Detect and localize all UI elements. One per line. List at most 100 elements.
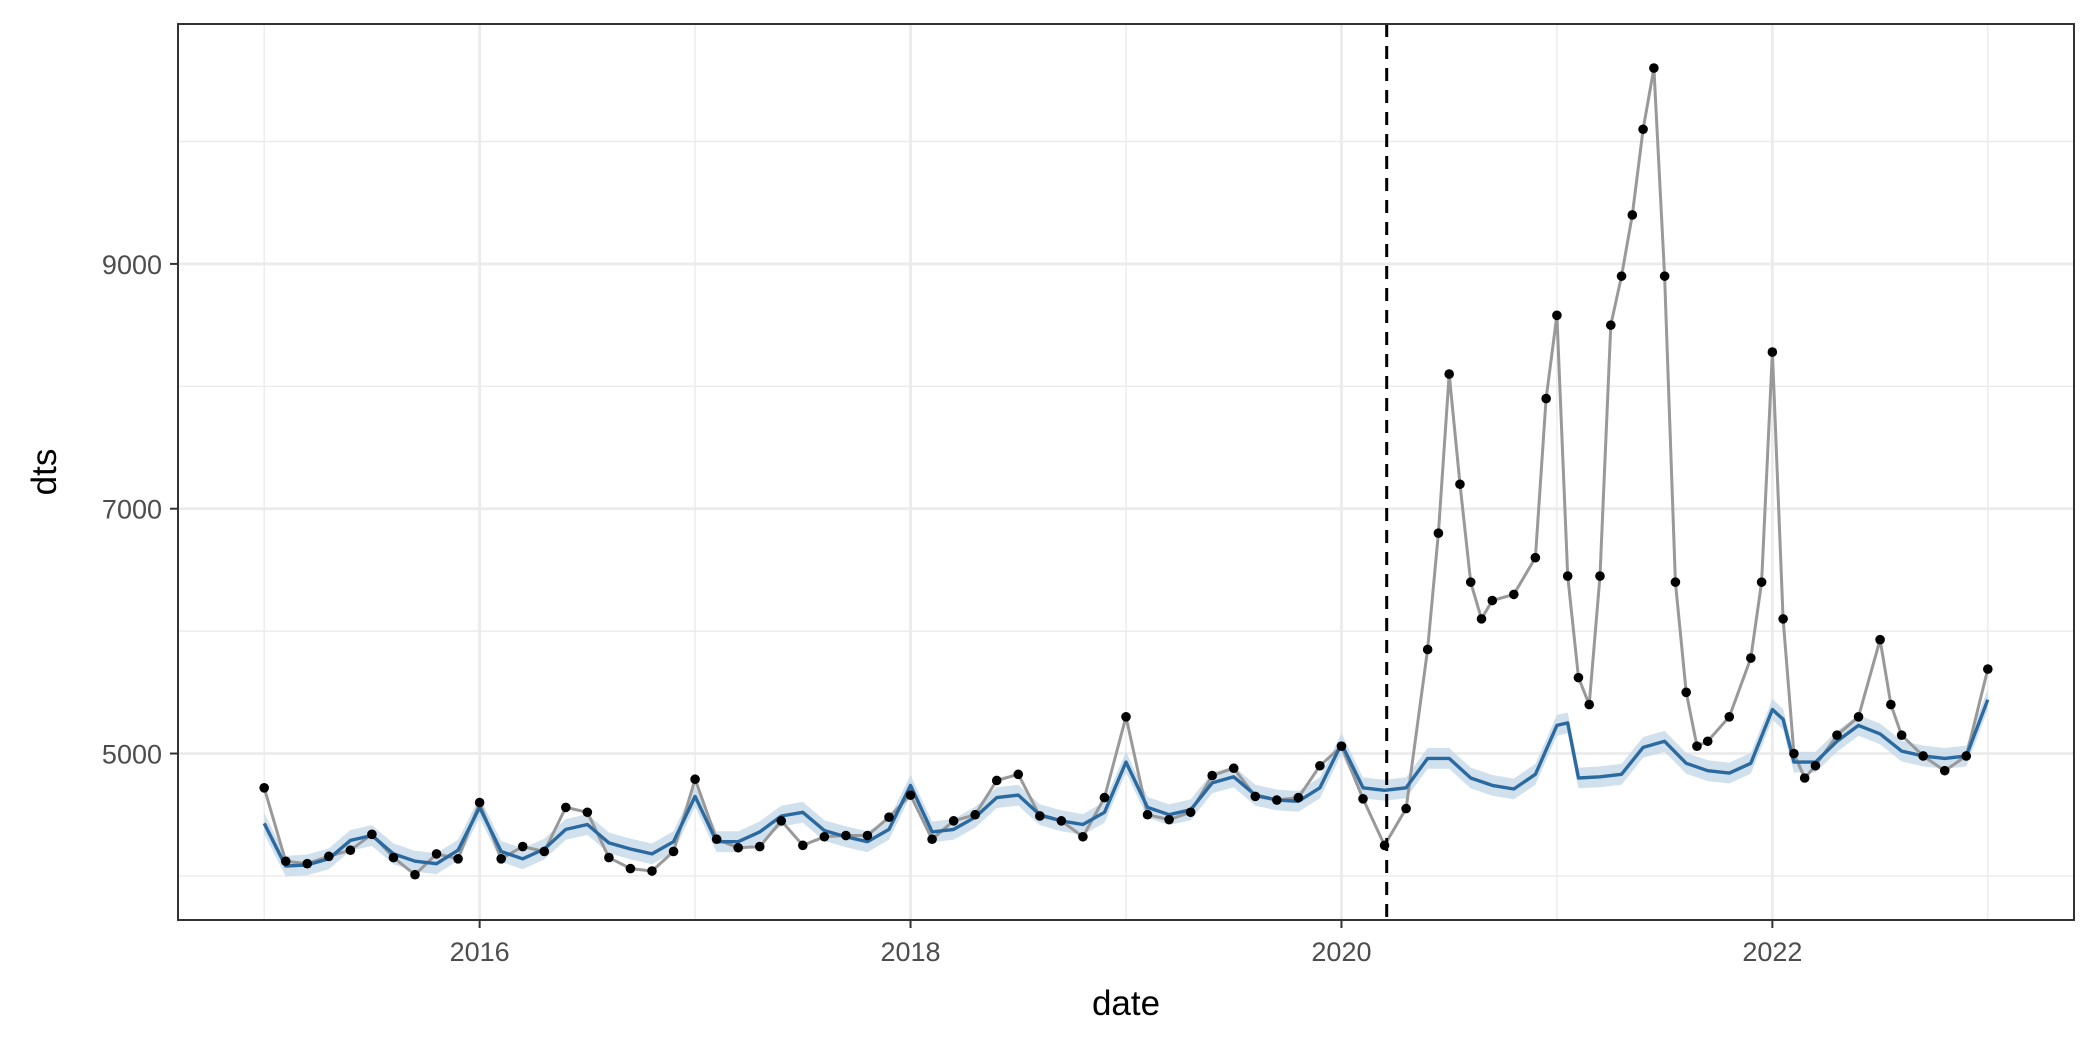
observed-point (1853, 712, 1864, 722)
observed-point (1961, 751, 1972, 761)
observed-point (1056, 816, 1067, 826)
observed-point (862, 830, 873, 841)
observed-point (345, 845, 356, 856)
observed-point (1605, 320, 1616, 330)
observed-point (733, 842, 743, 853)
observed-point (1444, 369, 1454, 379)
observed-point (388, 852, 399, 863)
observed-point (798, 840, 808, 851)
observed-point (711, 834, 722, 845)
observed-point (1207, 770, 1217, 781)
observed-point (1659, 271, 1670, 281)
observed-point (431, 849, 442, 859)
x-tick-label: 2018 (881, 937, 941, 967)
observed-point (1983, 664, 1993, 674)
observed-point (324, 851, 334, 862)
observed-point (1810, 760, 1821, 771)
observed-point (1099, 792, 1110, 803)
observed-point (280, 856, 291, 867)
observed-point (1832, 730, 1842, 740)
observed-point (1789, 748, 1799, 759)
observed-point (539, 846, 550, 857)
observed-point (1358, 794, 1368, 804)
plot-panel (177, 23, 2075, 921)
observed-point (1315, 760, 1325, 771)
observed-point (1778, 614, 1788, 624)
observed-point (582, 807, 593, 818)
grid-minor (178, 24, 2074, 920)
observed-point (1767, 347, 1778, 357)
observed-point (1616, 271, 1627, 281)
observed-point (1595, 571, 1605, 581)
observed-point (1939, 765, 1950, 776)
panel-border (177, 23, 2075, 921)
observed-point (1724, 712, 1735, 722)
y-axis-title: dts (25, 449, 64, 496)
observed-point (1013, 769, 1024, 780)
x-tick-label: 2022 (1742, 937, 1802, 967)
observed-point (1272, 795, 1282, 805)
observed-point (1886, 699, 1896, 710)
observed-point (1756, 577, 1767, 587)
observed-point (1228, 763, 1239, 774)
observed-point (1530, 552, 1541, 563)
observed-point (1799, 773, 1810, 783)
observed-point (625, 863, 636, 874)
observed-point (1433, 528, 1444, 539)
observed-point (367, 829, 377, 840)
observed-point (1487, 595, 1498, 606)
observed-point (1627, 210, 1638, 220)
y-tick-label: 7000 (102, 495, 162, 525)
x-tick-label: 2020 (1311, 937, 1371, 967)
observed-point (690, 774, 700, 785)
observed-point (991, 775, 1002, 786)
observed-point (1142, 809, 1153, 820)
observed-point (453, 853, 463, 864)
observed-point (604, 852, 614, 863)
observed-point (1035, 811, 1045, 821)
observed-point (1638, 124, 1648, 135)
observed-point (1584, 699, 1595, 710)
observed-point (1562, 571, 1573, 581)
observed-point (1164, 814, 1174, 825)
observed-point (647, 866, 657, 876)
x-tick-label: 2016 (450, 937, 510, 967)
observed-point (1509, 589, 1519, 600)
observed-point (474, 797, 485, 808)
observed-point (1293, 792, 1304, 803)
observed-point (1573, 672, 1584, 683)
observed-point (754, 841, 765, 852)
y-tick-label: 5000 (102, 740, 162, 770)
observed-point (259, 783, 269, 793)
observed-point (1185, 807, 1196, 818)
observed-point (1541, 393, 1551, 404)
observed-point (927, 834, 937, 845)
observed-point (1681, 687, 1691, 698)
observed-point (970, 809, 980, 820)
y-tick-label: 9000 (102, 250, 162, 280)
data-marks (259, 24, 1993, 920)
observed-point (1746, 653, 1756, 663)
observed-point (1422, 644, 1433, 655)
fitted-series-line (262, 699, 1990, 868)
observed-point (884, 812, 894, 822)
observed-point (1336, 741, 1347, 751)
observed-point (841, 830, 851, 841)
observed-point (517, 841, 528, 852)
observed-point (1649, 63, 1659, 73)
observed-point (905, 790, 916, 800)
observed-point (1465, 577, 1476, 587)
observed-point (496, 853, 506, 864)
observed-point (410, 869, 420, 880)
observed-point (302, 858, 313, 869)
observed-point (668, 846, 679, 857)
observed-point (1875, 634, 1885, 645)
observed-point (1250, 791, 1261, 802)
observed-point (1078, 831, 1088, 842)
y-axis: 5000 7000 9000 (102, 250, 178, 770)
observed-point (561, 802, 571, 813)
observed-point (1918, 751, 1928, 761)
observed-point (1552, 310, 1562, 321)
observed-point (948, 816, 959, 826)
